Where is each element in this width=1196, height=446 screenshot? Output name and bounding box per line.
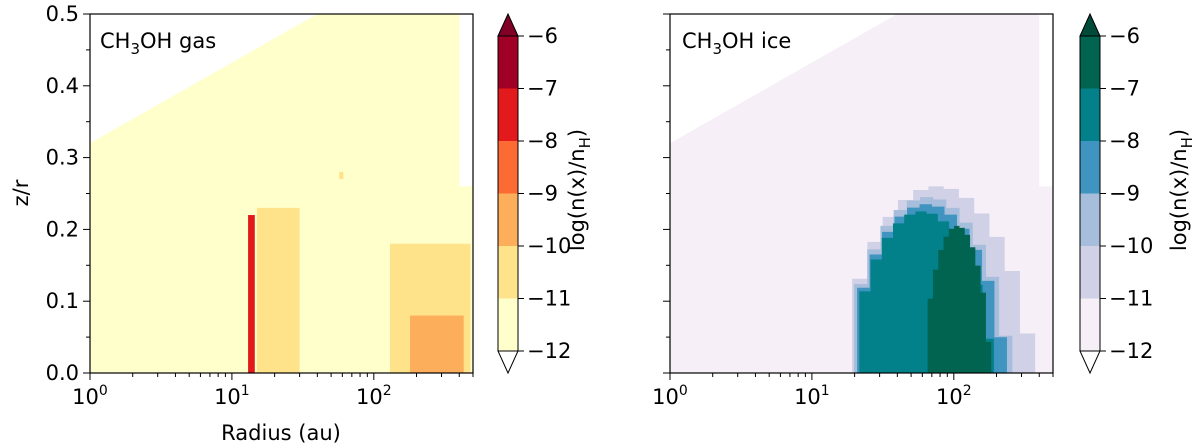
colorbar-band-ice	[1080, 88, 1100, 141]
heatmap-ice	[670, 14, 1053, 373]
colorbar-band-gas	[498, 298, 518, 351]
no-data-region-right-ice	[1039, 14, 1053, 187]
heatmap-region-gas-5	[273, 236, 278, 244]
y-tick-label-gas: 0.0	[46, 361, 79, 385]
colorbar-tick-label-ice: −6	[1109, 24, 1140, 48]
colorbar-tick-label-ice: −11	[1109, 287, 1153, 311]
colorbar-band-ice	[1080, 193, 1100, 246]
y-ticks-gas: 0.0 0.1 0.2 0.3 0.4 0.5	[46, 2, 90, 385]
heatmap-region-gas-1	[256, 207, 300, 373]
colorbar-under-ice	[1079, 350, 1101, 375]
y-axis-label: z/r	[9, 179, 33, 206]
no-data-region-ice	[670, 14, 898, 151]
y-tick-label-gas: 0.5	[46, 2, 79, 26]
x-tick-label-ice: 100	[652, 383, 688, 409]
colorbar-tick-label-ice: −10	[1109, 234, 1153, 258]
x-tick-label-ice: 101	[794, 383, 830, 409]
colorbar-tick-label-gas: −10	[527, 234, 571, 258]
colorbar-gas: −6 −7 −8 −9 −10 −11 −12	[497, 12, 571, 375]
colorbar-tick-label-gas: −8	[527, 129, 558, 153]
heatmap-region-gas-3	[410, 315, 464, 373]
colorbar-band-ice	[1080, 246, 1100, 299]
x-ticks-gas: 100 101 102	[72, 373, 474, 409]
colorbar-tick-label-gas: −9	[527, 182, 558, 206]
colorbar-band-ice	[1080, 36, 1100, 89]
colorbar-band-gas	[498, 141, 518, 194]
y-ticks-ice	[663, 13, 670, 374]
colorbar-tick-label-gas: −6	[527, 24, 558, 48]
panel-label-ice: CH3OH ice	[682, 29, 791, 58]
y-tick-label-gas: 0.4	[46, 74, 79, 98]
colorbar-tick-label-gas: −11	[527, 287, 571, 311]
y-tick-label-gas: 0.1	[46, 289, 79, 313]
colorbar-over-ice	[1079, 12, 1101, 37]
panel-gas: 100 101 102 0.0 0.1 0.2 0.3 0.4 0.5 CH3OH gas R…	[9, 2, 594, 445]
no-data-region-gas	[90, 14, 318, 151]
colorbar-under-gas	[497, 350, 519, 375]
x-tick-label-gas: 102	[356, 383, 392, 409]
colorbar-band-gas	[498, 193, 518, 246]
colorbar-ice: −6 −7 −8 −9 −10 −11 −12	[1079, 12, 1153, 375]
heatmap-region-gas-4	[339, 171, 344, 180]
y-tick-label-gas: 0.2	[46, 217, 79, 241]
heatmap-region-ice-4	[922, 225, 1002, 373]
colorbar-tick-label-ice: −12	[1109, 339, 1153, 363]
no-data-region-right-gas	[459, 14, 473, 187]
x-tick-label-ice: 102	[936, 383, 972, 409]
colorbar-tick-label-ice: −9	[1109, 182, 1140, 206]
panel-label-gas: CH3OH gas	[100, 29, 216, 58]
colorbar-tick-label-ice: −7	[1109, 77, 1140, 101]
heatmap-gas	[90, 14, 473, 373]
colorbar-over-gas	[497, 12, 519, 37]
colorbar-band-gas	[498, 246, 518, 299]
colorbar-band-gas	[498, 88, 518, 141]
colorbar-band-gas	[498, 36, 518, 89]
colorbar-tick-label-gas: −7	[527, 77, 558, 101]
colorbar-band-ice	[1080, 298, 1100, 351]
x-ticks-ice: 100 101 102	[652, 373, 1054, 409]
heatmap-region-gas-6	[248, 215, 255, 373]
y-tick-label-gas: 0.3	[46, 146, 79, 170]
colorbar-tick-label-gas: −12	[527, 339, 571, 363]
panel-ice: 100 101 102 CH3OH ice −6 −7 −8 −9 −10 −11 −12 lo…	[652, 12, 1196, 409]
colorbar-band-ice	[1080, 141, 1100, 194]
x-tick-label-gas: 100	[72, 383, 108, 409]
colorbar-label-ice: log(n(x)/nH)	[1167, 129, 1196, 251]
x-axis-label: Radius (au)	[221, 421, 341, 445]
x-tick-label-gas: 101	[214, 383, 250, 409]
colorbar-tick-label-ice: −8	[1109, 129, 1140, 153]
colorbar-label-gas: log(n(x)/nH)	[565, 129, 594, 251]
